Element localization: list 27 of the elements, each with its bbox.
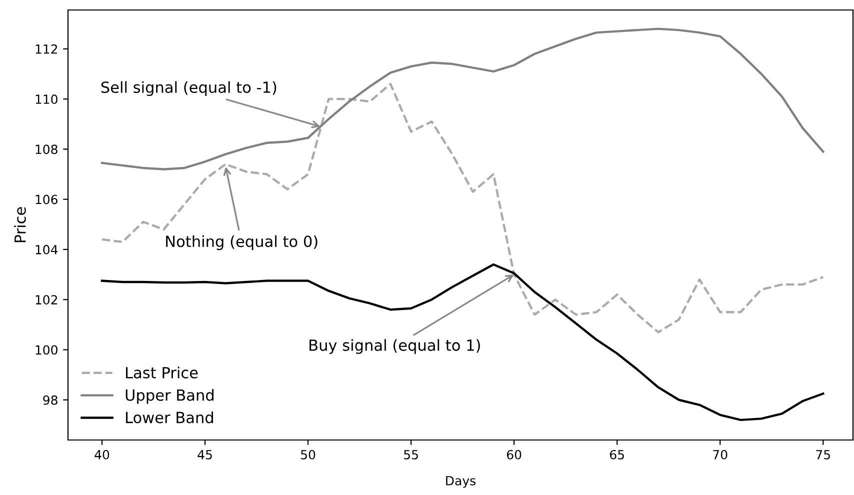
y-tick-label: 112 bbox=[36, 44, 58, 54]
x-tick-label: 40 bbox=[94, 450, 110, 460]
line-series bbox=[100, 263, 824, 422]
x-tick-label: 65 bbox=[610, 450, 624, 460]
y-tick-label: 108 bbox=[36, 144, 58, 154]
x-tick-label: 75 bbox=[816, 450, 830, 460]
y-tick-label: 98 bbox=[43, 395, 58, 405]
legend-label: Last Price bbox=[126, 366, 198, 378]
y-tick-label: 102 bbox=[36, 295, 58, 305]
x-tick-label: 45 bbox=[198, 450, 212, 460]
annotation: Buy signal (equal to 1) bbox=[310, 339, 480, 354]
annotation: Sell signal (equal to -1) bbox=[101, 81, 276, 96]
x-tick-label: 60 bbox=[506, 450, 522, 460]
y-tick-label: 100 bbox=[36, 345, 58, 355]
annotation: Nothing (equal to 0) bbox=[166, 235, 318, 250]
x-axis-title: Days bbox=[446, 476, 476, 488]
x-tick-label: 55 bbox=[404, 450, 418, 460]
x-tick-label: 70 bbox=[713, 450, 728, 460]
y-tick-label: 104 bbox=[36, 244, 58, 254]
y-tick-label: 110 bbox=[36, 94, 58, 104]
x-tick-label: 50 bbox=[301, 450, 316, 460]
line-series bbox=[100, 82, 824, 334]
legend-label: Upper Band bbox=[126, 389, 214, 404]
legend-label: Lower Band bbox=[126, 411, 213, 424]
y-axis-title: Price bbox=[14, 207, 26, 242]
y-tick-label: 106 bbox=[36, 194, 58, 204]
line-series bbox=[100, 28, 824, 170]
